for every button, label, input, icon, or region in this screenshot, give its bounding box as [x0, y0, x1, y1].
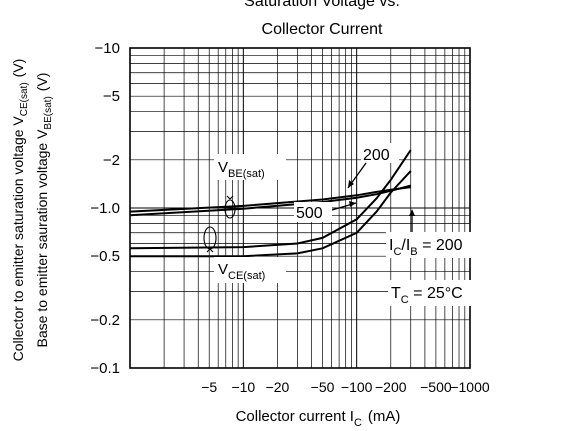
- annotation-bg-500: [294, 202, 332, 222]
- chart-title-line1: Saturation Voltage vs.: [244, 0, 400, 10]
- series-group: [129, 149, 412, 258]
- annotation-200: 200: [363, 147, 390, 164]
- plot-frame: [129, 47, 471, 369]
- annotation-bg-vbe: [214, 154, 286, 180]
- y-tick-label: −5: [103, 88, 120, 105]
- chart-title-line2: Collector Current: [262, 21, 383, 38]
- x-tick-label: −50: [311, 379, 335, 395]
- annotation-vce-sat: VCE(sat): [218, 261, 265, 282]
- x-tick-label: −5: [201, 379, 217, 395]
- annotation-bg-temp: [388, 280, 500, 306]
- y-axis-ticks: −10 −5 −2 −1.0 −0.5 −0.2 −0.1: [90, 40, 120, 377]
- x-tick-label: −100: [341, 379, 373, 395]
- bracket-ellipse-vce: [203, 226, 217, 250]
- y-tick-label: −2: [103, 152, 120, 169]
- series-line: [129, 184, 411, 217]
- x-tick-label: −10: [231, 379, 255, 395]
- y-axis-label-outer: Collector to emitter saturation voltage …: [10, 59, 30, 362]
- annotation-bg-vce: [214, 257, 286, 283]
- x-tick-label: −20: [266, 379, 290, 395]
- x-tick-label: −500: [420, 379, 452, 395]
- x-tick-label: −1000: [450, 379, 490, 395]
- y-axis-label-inner: Base to emitter sauration voltage VBE(sa…: [34, 73, 54, 348]
- arrowhead-200: [348, 180, 354, 188]
- y-tick-label: −0.2: [90, 312, 120, 329]
- annotation-ratio: IC/IB = 200: [389, 237, 463, 258]
- bracket-ellipse-vbe: [224, 199, 236, 219]
- series-line: [130, 170, 412, 258]
- y-tick-label: −10: [95, 40, 120, 57]
- x-tick-label: −200: [375, 379, 407, 395]
- annotation-500: 500: [296, 205, 323, 222]
- bracket-arrow-vce: [206, 248, 214, 253]
- annotation-vbe-sat: VBE(sat): [218, 159, 265, 180]
- annotation-bg-200: [361, 143, 399, 163]
- y-tick-label: −0.1: [90, 360, 120, 377]
- y-tick-label: −1.0: [90, 200, 120, 217]
- annotation-bg-ratio: [386, 232, 508, 258]
- x-axis-label: Collector current IC (mA): [236, 408, 401, 429]
- annotation-temperature: TC = 25°C: [391, 285, 463, 306]
- series-line: [129, 149, 412, 250]
- y-tick-label: −0.5: [90, 248, 120, 265]
- arrowhead-ratio: [409, 209, 415, 216]
- bracket-arrow-vbe: [226, 195, 234, 200]
- arrowhead-500: [349, 201, 356, 207]
- x-axis-ticks: −5 −10 −20 −50 −100 −200 −500−1000: [201, 379, 490, 395]
